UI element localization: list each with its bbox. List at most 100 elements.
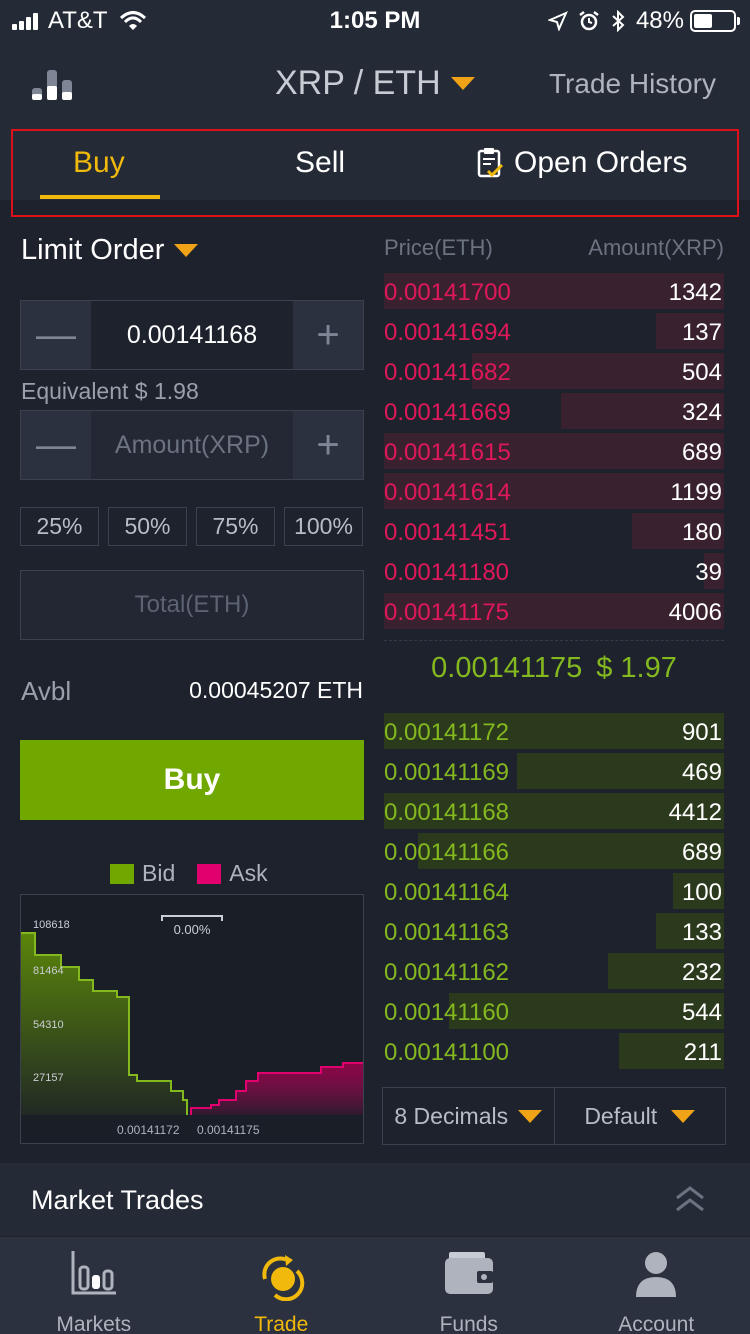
pair-label: XRP / ETH [275, 64, 441, 102]
bid-amount: 544 [681, 999, 722, 1026]
total-input[interactable]: Total(ETH) [20, 570, 364, 640]
price-increment-button[interactable]: + [316, 312, 340, 357]
bid-depth-bar [656, 913, 724, 949]
bid-amount: 211 [683, 1039, 722, 1066]
amount-stepper: — Amount(XRP) + [20, 410, 364, 480]
tab-buy[interactable]: Buy [73, 146, 125, 179]
ask-row[interactable]: 0.00141451 180 [384, 513, 724, 549]
ask-amount: 1199 [670, 479, 722, 506]
location-icon [547, 11, 568, 31]
buy-button[interactable]: Buy [20, 740, 364, 820]
carrier-label: AT&T [48, 7, 108, 34]
trade-tabs: Buy Sell Open Orders [0, 130, 750, 200]
bid-row[interactable]: 0.00141172 901 [384, 713, 724, 749]
ask-row[interactable]: 0.00141180 39 [384, 553, 724, 589]
amount-decrement-button[interactable]: — [36, 422, 76, 467]
last-price[interactable]: 0.00141175 $ 1.97 [384, 652, 724, 685]
bid-amount: 4412 [668, 799, 722, 826]
bid-row[interactable]: 0.00141163 133 [384, 913, 724, 949]
tab-sell[interactable]: Sell [295, 146, 346, 179]
amount-input[interactable]: Amount(XRP) [91, 411, 293, 479]
market-trades-panel[interactable]: Market Trades [0, 1163, 750, 1236]
chart-bars-icon[interactable] [30, 64, 76, 102]
bluetooth-icon [612, 10, 625, 32]
ask-row[interactable]: 0.00141175 4006 [384, 593, 724, 629]
ask-price: 0.00141451 [384, 519, 511, 546]
bid-price: 0.00141163 [384, 919, 510, 946]
price-decrement-button[interactable]: — [36, 312, 76, 357]
view-mode-selector[interactable]: Default [553, 1088, 726, 1144]
ask-depth-bar [472, 353, 724, 389]
bid-amount: 469 [681, 759, 722, 786]
tabbar-account[interactable]: Account [563, 1237, 750, 1334]
ask-depth-area [191, 1063, 363, 1115]
decimals-label: 8 Decimals [394, 1102, 509, 1129]
battery-icon [690, 10, 740, 32]
app-header: XRP / ETH Trade History [0, 40, 750, 130]
dropdown-caret-icon [671, 1109, 696, 1123]
bid-price: 0.00141169 [384, 759, 510, 786]
bid-row[interactable]: 0.00141162 232 [384, 953, 724, 989]
bid-depth-bar [673, 873, 724, 909]
dropdown-caret-icon [518, 1109, 543, 1123]
last-price-value: 0.00141175 [431, 652, 583, 684]
order-type-selector[interactable]: Limit Order [21, 234, 199, 267]
price-input[interactable]: 0.00141168 [91, 301, 293, 369]
available-label: Avbl [21, 676, 72, 706]
tabbar-trade[interactable]: Trade [188, 1237, 376, 1334]
ask-row[interactable]: 0.00141694 137 [384, 313, 724, 349]
dropdown-caret-icon [174, 244, 199, 257]
ask-price: 0.00141614 [384, 479, 511, 506]
decimals-selector[interactable]: 8 Decimals [383, 1088, 554, 1144]
ask-depth-bar [632, 513, 724, 549]
trade-history-link[interactable]: Trade History [548, 68, 716, 99]
tabbar-funds[interactable]: Funds [375, 1237, 563, 1334]
ask-amount: 39 [695, 559, 722, 586]
active-tab-indicator [40, 195, 160, 199]
bid-row[interactable]: 0.00141100 211 [384, 1033, 724, 1069]
bid-row[interactable]: 0.00141169 469 [384, 753, 724, 789]
y-tick: 81464 [33, 965, 64, 977]
tabbar-label: Markets [56, 1313, 132, 1334]
order-book-options: 8 Decimals Default [382, 1087, 726, 1145]
ask-row[interactable]: 0.00141614 1199 [384, 473, 724, 509]
order-book-divider [384, 640, 724, 641]
tabs-highlight-frame [11, 129, 739, 217]
bid-amount: 100 [681, 879, 722, 906]
bid-amount: 689 [681, 839, 722, 866]
ask-amount: 4006 [668, 599, 722, 626]
tab-open-orders[interactable]: Open Orders [476, 146, 687, 180]
order-type-label: Limit Order [21, 234, 165, 266]
amount-increment-button[interactable]: + [316, 422, 340, 467]
bid-row[interactable]: 0.00141164 100 [384, 873, 724, 909]
wallet-icon [444, 1252, 493, 1294]
bid-row[interactable]: 0.00141168 4412 [384, 793, 724, 829]
ask-row[interactable]: 0.00141700 1342 [384, 273, 724, 309]
bid-row[interactable]: 0.00141166 689 [384, 833, 724, 869]
ask-amount: 137 [681, 319, 722, 346]
bid-price: 0.00141160 [384, 999, 510, 1026]
percent-100-button[interactable]: 100% [284, 507, 363, 546]
percent-50-button[interactable]: 50% [108, 507, 187, 546]
tabbar-label: Account [618, 1313, 695, 1334]
ask-amount: 1342 [668, 279, 722, 306]
ask-row[interactable]: 0.00141615 689 [384, 433, 724, 469]
bid-depth-bar [608, 953, 724, 989]
status-bar: AT&T 1:05 PM 48% [0, 0, 750, 40]
tabbar-markets[interactable]: Markets [0, 1237, 188, 1334]
depth-chart[interactable]: 108618 81464 54310 27157 0.00% 0.0014117… [20, 894, 364, 1144]
bid-price: 0.00141164 [384, 879, 510, 906]
ask-row[interactable]: 0.00141669 324 [384, 393, 724, 429]
clipboard-check-icon [477, 148, 504, 178]
double-chevron-up-icon[interactable] [674, 1185, 706, 1213]
pair-selector[interactable]: XRP / ETH [275, 64, 475, 103]
ask-price: 0.00141669 [384, 399, 511, 426]
clock: 1:05 PM [329, 7, 421, 34]
tabbar-label: Trade [254, 1313, 309, 1334]
bid-swatch [110, 863, 134, 884]
ask-row[interactable]: 0.00141682 504 [384, 353, 724, 389]
bid-row[interactable]: 0.00141160 544 [384, 993, 724, 1029]
percent-75-button[interactable]: 75% [196, 507, 275, 546]
percent-25-button[interactable]: 25% [20, 507, 99, 546]
bid-price: 0.00141166 [384, 839, 510, 866]
